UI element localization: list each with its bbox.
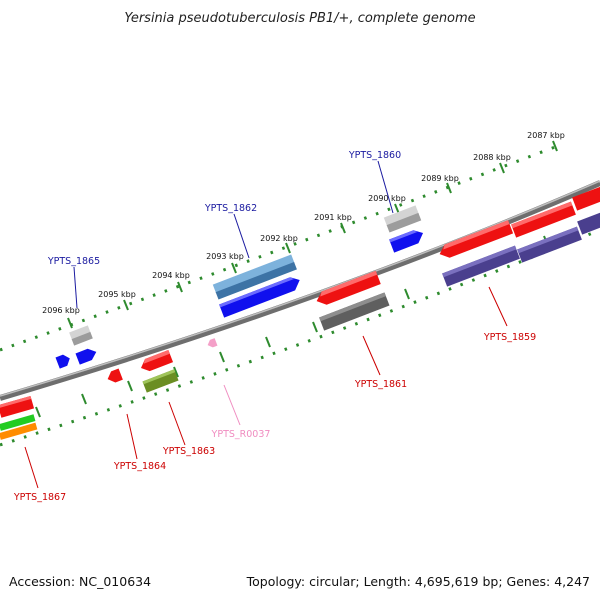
tick-label: 2090 kbp [368,194,406,203]
scale-tracks [0,145,600,447]
gene-label-ypts-1867: YPTS_1867 [13,492,66,503]
tick-label: 2091 kbp [314,213,352,222]
gene-ypts-1860 [383,205,422,233]
gene-ypts-1867-green [0,414,36,431]
gene-ypts-1863 [141,349,174,372]
major-tick [177,281,183,293]
minor-tick [219,351,225,363]
gene-ypts-r0037 [207,338,218,348]
gene-ypts-1860-arrow [389,230,424,253]
gene-ypts-1859-b [442,245,520,287]
leader-lines [24,160,508,489]
gene-label-ypts-1862: YPTS_1862 [204,203,257,214]
gene-label-ypts-1863: YPTS_1863 [162,446,215,457]
forward-genes [55,205,424,369]
accession-text: Accession: NC_010634 [9,574,151,589]
gene-small-blue-arrow [55,354,70,369]
gene-label-ypts-1861: YPTS_1861 [354,379,407,390]
major-tick [552,140,558,152]
minor-tick [35,406,41,418]
minor-tick [265,336,271,348]
gene-label-ypts-1859: YPTS_1859 [483,332,536,343]
tick-label: 2092 kbp [260,234,298,243]
gene-label-ypts-1864: YPTS_1864 [113,461,166,472]
major-tick [499,162,505,174]
major-tick [123,299,129,311]
major-tick [67,317,73,329]
tick-label: 2089 kbp [421,174,459,183]
major-tick [285,242,291,254]
tick-label: 2087 kbp [527,131,565,140]
gene-edge-purple [577,207,600,235]
gene-label-ypts-r0037: YPTS_R0037 [211,429,271,440]
gene-ypts-1865 [69,325,93,346]
map-title: Yersinia pseudotuberculosis PB1/+, compl… [124,11,475,26]
gene-ypts-1867-red [0,395,35,418]
gene-ypts-1865-arrow [75,348,97,365]
gene-ypts-1863-b [142,369,179,393]
minor-tick [127,380,133,392]
dna-backbone [0,180,600,401]
tick-labels: 2087 kbp 2088 kbp 2089 kbp 2090 kbp 2091 kbp… [42,131,565,315]
gene-label-ypts-1865: YPTS_1865 [47,256,100,267]
gene-ypts-1859-d [517,226,582,263]
gene-ypts-1859-a [439,220,514,258]
tick-label: 2095 kbp [98,290,136,299]
genome-stats-text: Topology: circular; Length: 4,695,619 bp… [246,574,590,589]
minor-tick [312,321,318,333]
gene-ypts-1864 [107,368,123,383]
gene-ypts-1861-b [319,292,390,331]
tick-label: 2094 kbp [152,271,190,280]
gene-label-ypts-1860: YPTS_1860 [348,150,401,161]
minor-tick [404,288,410,300]
major-tick [340,222,346,234]
tick-label: 2096 kbp [42,306,80,315]
tick-label: 2088 kbp [473,153,511,162]
minor-tick [173,366,179,378]
gene-ypts-1862 [212,254,297,300]
major-tick [231,262,237,274]
gene-ypts-1861 [316,270,381,305]
reverse-genes [0,183,600,440]
tick-label: 2093 kbp [206,252,244,261]
gene-ypts-1867-orange [0,422,38,440]
gene-ypts-1862-arrow [219,277,300,318]
minor-tick [81,393,87,405]
gene-edge-red [572,183,600,211]
gene-ypts-1859-c [511,201,576,238]
major-tick [446,182,452,194]
gene-labels: YPTS_1860 YPTS_1862 YPTS_1865 YPTS_1859 YPTS… [13,150,536,503]
